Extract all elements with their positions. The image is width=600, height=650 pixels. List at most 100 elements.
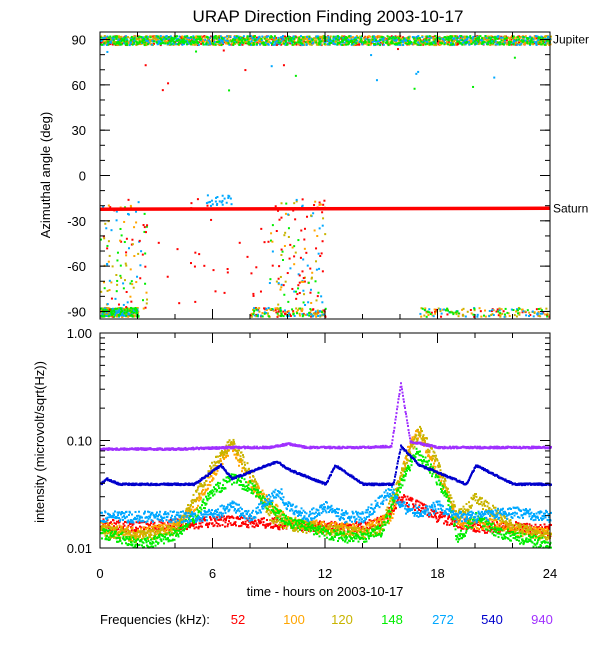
trace-point xyxy=(428,515,431,518)
data-point xyxy=(540,309,543,312)
data-point xyxy=(516,36,519,39)
data-point xyxy=(226,35,229,38)
trace-point xyxy=(213,516,215,519)
trace-point xyxy=(197,496,200,499)
trace-point xyxy=(226,525,229,528)
data-point xyxy=(106,35,109,38)
data-point xyxy=(470,39,473,42)
data-point xyxy=(226,271,229,274)
data-point xyxy=(136,309,139,312)
data-point xyxy=(187,42,190,45)
data-point xyxy=(199,39,202,42)
data-point xyxy=(428,35,431,38)
data-point xyxy=(166,40,169,43)
data-point xyxy=(121,315,124,318)
data-point xyxy=(315,260,318,263)
data-point xyxy=(309,41,312,44)
data-point xyxy=(107,260,110,263)
trace-point xyxy=(206,522,208,525)
trace-point xyxy=(473,523,476,526)
data-point xyxy=(291,38,294,41)
data-point xyxy=(251,43,254,46)
data-point xyxy=(335,37,338,40)
data-point xyxy=(504,35,507,38)
data-point xyxy=(287,35,290,38)
data-point xyxy=(536,36,539,39)
trace-point xyxy=(253,522,255,525)
data-point xyxy=(224,36,227,39)
data-point xyxy=(171,43,174,46)
data-point xyxy=(226,37,229,40)
data-point xyxy=(472,85,475,88)
data-point xyxy=(310,214,313,217)
trace-point xyxy=(140,526,143,529)
trace-point xyxy=(218,518,220,521)
trace-point xyxy=(283,524,286,527)
data-point xyxy=(260,227,263,230)
trace-point xyxy=(240,516,242,519)
trace-point xyxy=(379,524,382,527)
data-point xyxy=(546,39,549,42)
data-point xyxy=(144,252,147,255)
data-point xyxy=(315,35,318,38)
trace-point xyxy=(259,520,262,523)
trace-point xyxy=(225,456,227,459)
data-point xyxy=(497,35,500,38)
data-point xyxy=(207,201,210,204)
trace-point xyxy=(414,503,417,506)
trace-point xyxy=(163,523,166,526)
data-point xyxy=(300,310,303,313)
trace-point xyxy=(125,530,127,533)
data-point xyxy=(499,312,502,315)
data-point xyxy=(263,37,266,40)
trace-point xyxy=(164,529,166,532)
data-point xyxy=(104,40,107,43)
trace-point xyxy=(200,492,203,495)
trace-point xyxy=(282,510,284,513)
data-point xyxy=(364,41,367,44)
trace-point xyxy=(407,505,410,508)
data-point xyxy=(336,43,339,46)
data-point xyxy=(287,300,290,303)
data-point xyxy=(461,41,464,44)
data-point xyxy=(116,251,119,254)
data-point xyxy=(338,43,341,46)
data-point xyxy=(349,35,352,38)
trace-point xyxy=(154,527,157,530)
trace-point xyxy=(111,532,114,535)
data-point xyxy=(132,310,135,313)
trace-point xyxy=(301,529,303,532)
trace-point xyxy=(215,521,218,524)
data-point xyxy=(129,313,132,316)
data-point xyxy=(188,40,191,43)
data-point xyxy=(434,38,437,41)
data-point xyxy=(537,39,540,42)
data-point xyxy=(125,314,128,317)
data-point xyxy=(252,39,255,42)
data-point xyxy=(237,42,240,45)
data-point xyxy=(275,311,278,314)
trace-point xyxy=(257,524,259,527)
data-point xyxy=(271,37,274,40)
data-point xyxy=(527,41,530,44)
data-point xyxy=(479,42,482,45)
data-point xyxy=(253,310,256,313)
data-point xyxy=(274,308,277,311)
data-point xyxy=(518,311,521,314)
data-point xyxy=(256,309,259,312)
data-point xyxy=(243,38,246,41)
data-point xyxy=(320,252,323,255)
data-point xyxy=(107,240,110,243)
data-point xyxy=(179,39,182,42)
data-point xyxy=(486,35,489,38)
data-point xyxy=(224,39,227,42)
data-point xyxy=(178,302,181,305)
data-point xyxy=(245,38,248,41)
data-point xyxy=(452,37,455,40)
data-point xyxy=(433,40,436,43)
data-point xyxy=(239,41,242,44)
data-point xyxy=(538,39,541,42)
data-point xyxy=(314,37,317,40)
trace-point xyxy=(496,521,498,524)
data-point xyxy=(236,39,239,42)
